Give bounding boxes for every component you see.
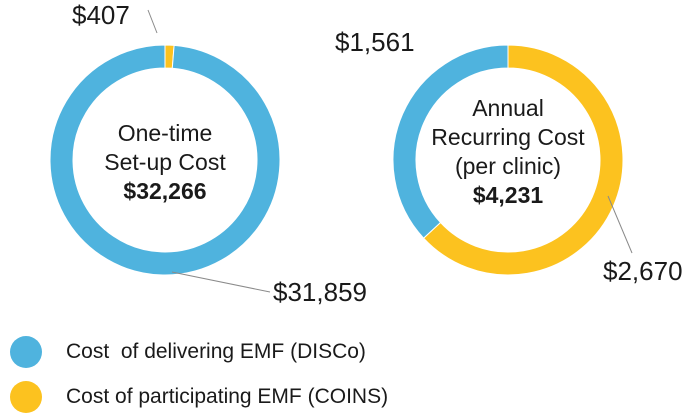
legend-label-coins: Cost of participating EMF (COINS)	[66, 385, 389, 408]
legend-swatch-disco	[10, 336, 42, 368]
donut-setup-cost: $407 $31,859 One-time Set-up Cost $32,26…	[49, 0, 367, 307]
slice-label-disco-setup: $31,859	[273, 277, 367, 307]
slice-disco-recurring	[392, 44, 509, 239]
leader-line-coins-recurring	[607, 195, 633, 254]
slice-label-coins-setup: $407	[72, 0, 130, 30]
center-total-recurring: $4,231	[473, 182, 544, 208]
donut-recurring-cost: $1,561 $2,670 Annual Recurring Cost (per…	[335, 27, 683, 286]
center-line-1-setup: One-time	[118, 120, 213, 146]
legend-item-disco: Cost of delivering EMF (DISCo)	[10, 332, 366, 372]
legend-label-disco: Cost of delivering EMF (DISCo)	[66, 340, 366, 363]
slice-label-disco-recurring: $1,561	[335, 27, 415, 57]
legend-swatch-coins	[10, 381, 42, 413]
center-line-2-setup: Set-up Cost	[104, 149, 226, 175]
center-line-1-recurring: Annual	[472, 95, 544, 121]
slice-label-coins-recurring: $2,670	[603, 256, 683, 286]
legend-item-coins: Cost of participating EMF (COINS)	[10, 377, 388, 417]
center-total-setup: $32,266	[123, 178, 206, 204]
leader-line-coins-setup	[147, 9, 158, 34]
leader-line-disco-setup	[171, 271, 271, 293]
center-line-2-recurring: Recurring Cost	[431, 124, 585, 150]
slice-disco-setup	[49, 44, 281, 276]
slice-coins-recurring	[422, 44, 624, 276]
center-line-3-recurring: (per clinic)	[455, 153, 561, 179]
